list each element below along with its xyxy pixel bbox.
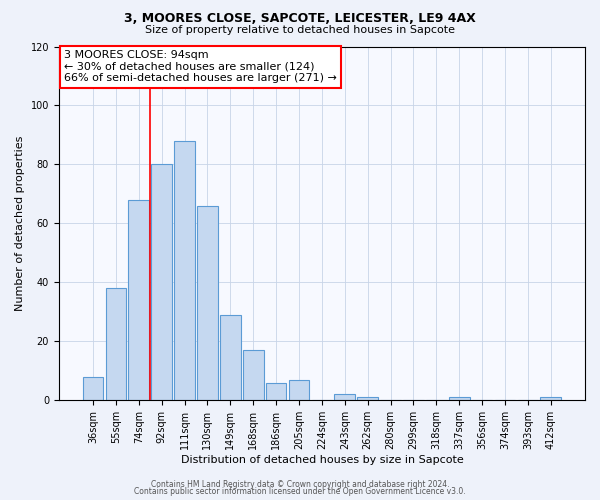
- Bar: [197, 206, 218, 400]
- X-axis label: Distribution of detached houses by size in Sapcote: Distribution of detached houses by size …: [181, 455, 463, 465]
- Text: 3, MOORES CLOSE, SAPCOTE, LEICESTER, LE9 4AX: 3, MOORES CLOSE, SAPCOTE, LEICESTER, LE9…: [124, 12, 476, 26]
- Bar: [106, 288, 126, 401]
- Bar: [83, 377, 103, 400]
- Text: Contains public sector information licensed under the Open Government Licence v3: Contains public sector information licen…: [134, 487, 466, 496]
- Text: Size of property relative to detached houses in Sapcote: Size of property relative to detached ho…: [145, 25, 455, 35]
- Bar: [358, 398, 378, 400]
- Bar: [243, 350, 263, 401]
- Bar: [266, 382, 286, 400]
- Bar: [334, 394, 355, 400]
- Bar: [128, 200, 149, 400]
- Text: 3 MOORES CLOSE: 94sqm
← 30% of detached houses are smaller (124)
66% of semi-det: 3 MOORES CLOSE: 94sqm ← 30% of detached …: [64, 50, 337, 83]
- Bar: [174, 141, 195, 401]
- Bar: [220, 315, 241, 400]
- Text: Contains HM Land Registry data © Crown copyright and database right 2024.: Contains HM Land Registry data © Crown c…: [151, 480, 449, 489]
- Bar: [151, 164, 172, 400]
- Bar: [289, 380, 309, 400]
- Y-axis label: Number of detached properties: Number of detached properties: [15, 136, 25, 311]
- Bar: [449, 398, 470, 400]
- Bar: [541, 398, 561, 400]
